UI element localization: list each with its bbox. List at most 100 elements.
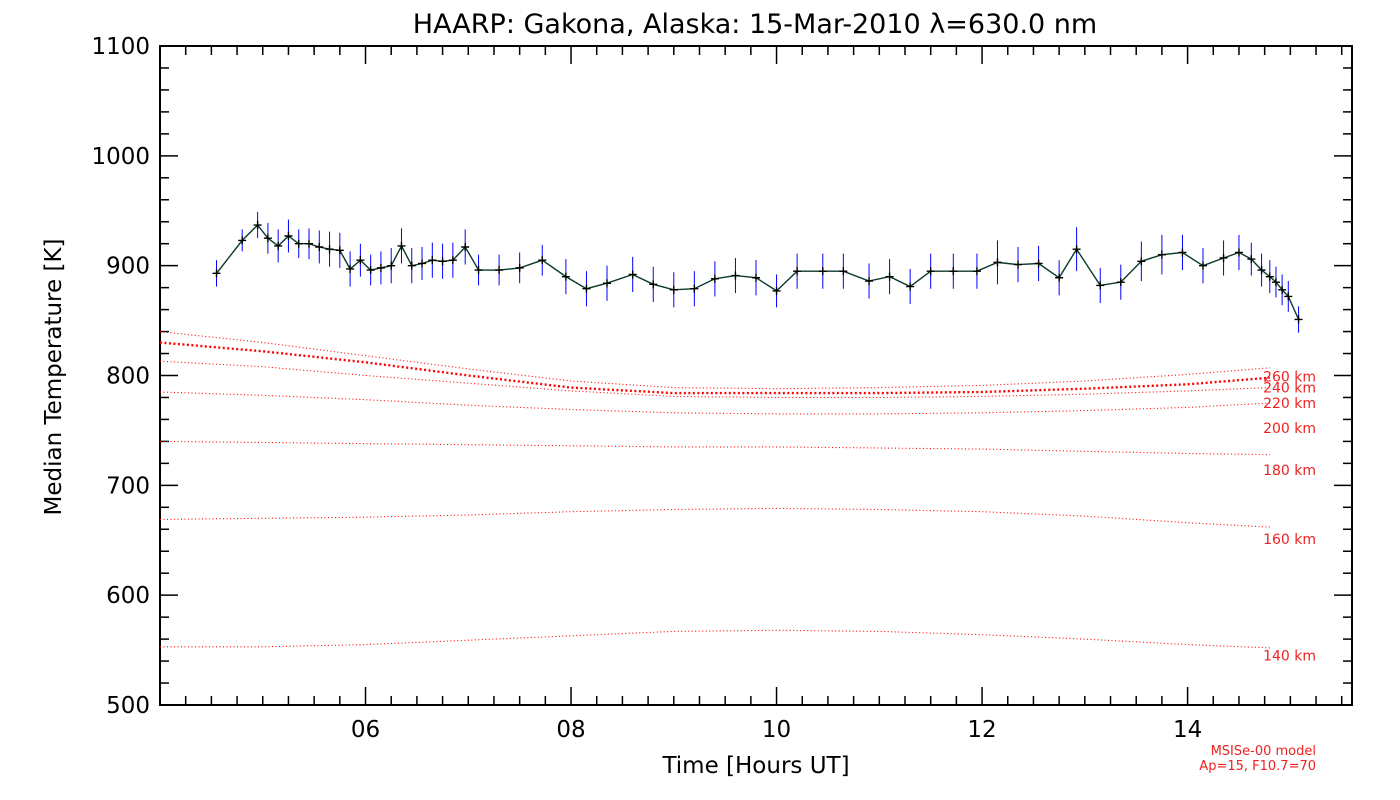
- y-axis-label: Median Temperature [K]: [41, 239, 67, 516]
- data-point: [1096, 281, 1105, 290]
- y-tick-label: 1000: [91, 144, 150, 170]
- model-curve-260-km: [159, 341, 1270, 395]
- model-curve-160-km: [159, 507, 1270, 528]
- data-point: [1072, 245, 1081, 254]
- x-tick-label: 06: [351, 717, 380, 743]
- y-tick-label: 1100: [91, 34, 150, 60]
- chart-title: HAARP: Gakona, Alaska: 15-Mar-2010 λ=630…: [413, 9, 1097, 40]
- data-point: [561, 272, 570, 281]
- x-tick-label: 12: [967, 717, 996, 743]
- data-point: [993, 258, 1002, 267]
- data-point: [1055, 273, 1064, 282]
- data-point: [710, 274, 719, 283]
- data-point: [1034, 259, 1043, 268]
- data-point: [387, 261, 396, 270]
- data-point: [428, 256, 437, 265]
- model-curves: [159, 331, 1270, 649]
- data-point: [628, 270, 637, 279]
- data-point: [1219, 253, 1228, 262]
- data-point: [294, 239, 303, 248]
- model-label-160-km: 160 km: [1263, 532, 1316, 548]
- data-point: [752, 273, 760, 282]
- model-label-200-km: 200 km: [1263, 421, 1316, 437]
- y-tick-label: 500: [106, 693, 150, 719]
- data-point: [253, 221, 262, 230]
- data-point: [397, 241, 406, 250]
- data-point: [1271, 278, 1280, 287]
- data-point: [603, 279, 611, 288]
- data-point: [474, 266, 483, 275]
- data-point: [1157, 250, 1166, 259]
- data-point: [649, 280, 658, 289]
- data-point: [839, 267, 848, 276]
- data-point: [238, 236, 247, 245]
- data-point: [346, 264, 355, 273]
- model-annotation-line-2: Ap=15, F10.7=70: [1199, 759, 1316, 774]
- x-tick-label: 10: [762, 717, 791, 743]
- data-point: [1284, 292, 1293, 301]
- data-point: [1199, 261, 1207, 270]
- y-tick-label: 600: [106, 583, 150, 609]
- data-point: [407, 261, 416, 270]
- data-point: [263, 234, 272, 243]
- data-point: [438, 257, 447, 266]
- model-label-220-km: 220 km: [1263, 396, 1316, 412]
- data-point: [972, 267, 981, 276]
- data-point: [305, 239, 313, 248]
- data-point: [1265, 272, 1274, 281]
- data-point: [448, 256, 457, 265]
- data-point: [418, 259, 427, 268]
- model-label-240-km: 240 km: [1263, 381, 1316, 397]
- axes: 500 600 700 800 900 1000 1100 06 08 10 12 14: [91, 34, 1353, 743]
- data-point: [582, 284, 591, 293]
- y-tick-label: 800: [106, 364, 150, 390]
- y-tick-label: 700: [106, 473, 150, 499]
- model-curve-180-km: [159, 440, 1270, 456]
- data-point: [690, 284, 699, 293]
- model-curve-240-km: [159, 331, 1270, 390]
- data-point: [1137, 257, 1146, 266]
- data-point: [284, 232, 293, 241]
- observed-series: [212, 211, 1303, 333]
- data-point: [495, 266, 504, 275]
- data-point: [1278, 285, 1287, 294]
- data-point: [366, 266, 375, 275]
- data-point: [926, 267, 935, 276]
- data-point: [906, 282, 915, 291]
- model-label-180-km: 180 km: [1263, 463, 1316, 479]
- x-axis-label: Time [Hours UT]: [661, 753, 849, 779]
- model-label-140-km: 140 km: [1263, 649, 1316, 665]
- y-tick-label: 900: [106, 254, 150, 280]
- data-point: [669, 285, 678, 294]
- data-point: [1247, 255, 1256, 264]
- data-point: [274, 241, 283, 250]
- data-point: [1014, 260, 1023, 269]
- data-point: [356, 256, 365, 265]
- data-point: [949, 267, 958, 276]
- data-point: [335, 246, 344, 255]
- data-point: [315, 242, 324, 251]
- model-annotation-line-1: MSISe-00 model: [1211, 744, 1316, 759]
- data-point: [1234, 248, 1243, 257]
- data-point: [1257, 266, 1266, 275]
- data-point: [1178, 248, 1187, 257]
- data-point: [376, 263, 385, 272]
- data-point: [538, 256, 547, 265]
- x-tick-label: 14: [1173, 717, 1202, 743]
- x-tick-label: 08: [556, 717, 585, 743]
- data-point: [793, 267, 802, 276]
- data-point: [325, 245, 334, 254]
- model-curve-200-km: [159, 391, 1270, 415]
- model-label-260-km: 260 km: [1263, 370, 1316, 386]
- data-point: [885, 272, 894, 281]
- data-point: [461, 242, 470, 251]
- data-point: [772, 286, 781, 295]
- data-point: [1116, 278, 1125, 287]
- data-point: [515, 263, 524, 272]
- model-curve-140-km: [160, 629, 1270, 649]
- data-point: [731, 271, 740, 280]
- data-point: [818, 267, 827, 276]
